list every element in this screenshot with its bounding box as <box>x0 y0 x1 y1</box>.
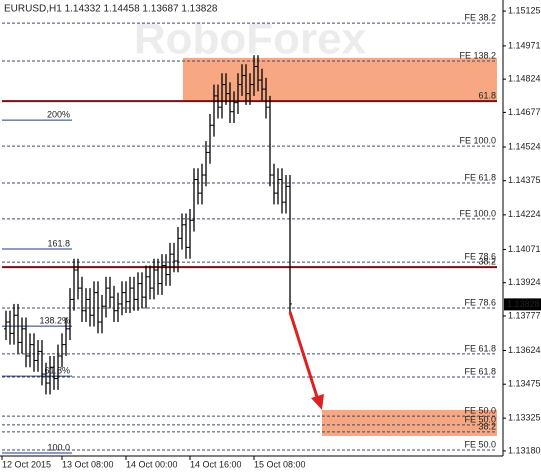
last-price-box <box>504 298 541 311</box>
level-label: 138.2% <box>39 315 70 325</box>
x-tick-label: 14 Oct 00:00 <box>126 459 178 469</box>
level-label: FE 100.0 <box>459 208 496 218</box>
level-label: FE 61.8 <box>464 343 496 353</box>
level-label: 38.2 <box>478 256 496 266</box>
level-label: FE 50.0 <box>464 414 496 424</box>
y-tick-label: 1.13180 <box>508 445 541 455</box>
level-label: 61.8 <box>478 90 496 100</box>
level-label: FE 138.2 <box>459 50 496 60</box>
y-tick-label: 1.14071 <box>508 244 541 254</box>
y-tick-label: 1.13624 <box>508 345 541 355</box>
y-tick-label: 1.14677 <box>508 107 541 117</box>
x-tick-label: 12 Oct 2015 <box>2 459 51 469</box>
y-tick-label: 1.14524 <box>508 141 541 151</box>
y-tick-label: 1.14224 <box>508 209 541 219</box>
arrow <box>288 311 320 401</box>
x-tick-label: 15 Oct 08:00 <box>254 459 306 469</box>
y-tick-label: 1.13777 <box>508 310 541 320</box>
chart-title: EURUSD,H1 1.14332 1.14458 1.13687 1.1382… <box>4 4 218 15</box>
watermark: RoboForex <box>134 15 367 64</box>
y-tick-label: 1.13475 <box>508 379 541 389</box>
level-label: 100.0 <box>47 442 70 452</box>
y-tick-label: 1.13924 <box>508 277 541 287</box>
last-price-label: 1.13828 <box>507 299 540 309</box>
y-tick-label: 1.14375 <box>508 175 541 185</box>
level-label: FE 78.6 <box>464 251 496 261</box>
level-label: FE 61.8 <box>464 366 496 376</box>
x-tick-label: 14 Oct 16:00 <box>190 459 242 469</box>
level-label: 61.8% <box>44 365 70 375</box>
level-label: FE 61.8 <box>464 172 496 182</box>
level-label: FE 78.6 <box>464 297 496 307</box>
y-tick-label: 1.13325 <box>508 413 541 423</box>
level-label: 161.8 <box>47 238 70 248</box>
y-tick-label: 1.14971 <box>508 40 541 50</box>
y-tick-label: 1.15125 <box>508 5 541 15</box>
level-label: FE 100.0 <box>459 135 496 145</box>
level-label: 200% <box>47 109 70 119</box>
level-label: FE 50.0 <box>464 405 496 415</box>
level-label: FE 38.2 <box>464 12 496 22</box>
zone <box>183 57 497 102</box>
x-tick-label: 13 Oct 08:00 <box>62 459 114 469</box>
arrow-head <box>311 394 324 410</box>
level-label: FE 50.0 <box>464 439 496 449</box>
level-label: 38.2 <box>478 421 496 431</box>
y-tick-label: 1.14824 <box>508 74 541 84</box>
